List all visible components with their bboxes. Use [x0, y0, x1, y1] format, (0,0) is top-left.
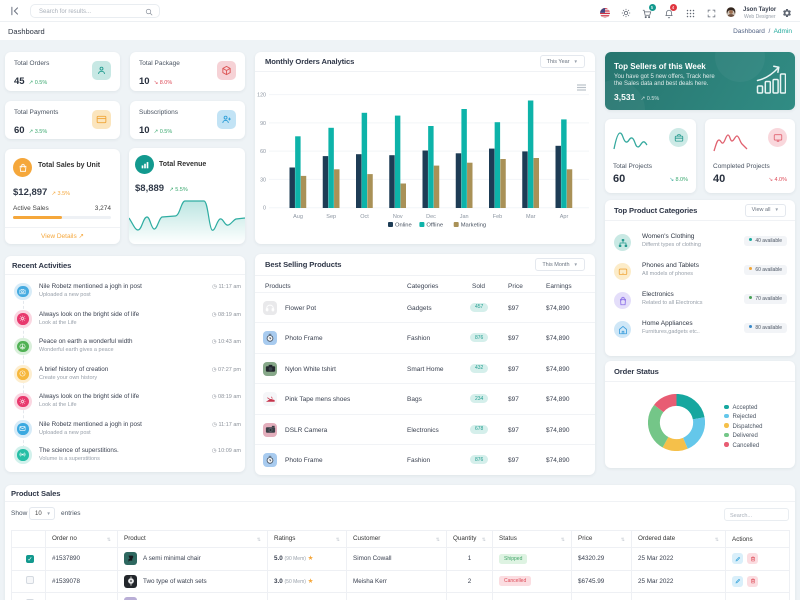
svg-text:Oct: Oct — [360, 214, 369, 220]
svg-text:0: 0 — [263, 206, 266, 212]
svg-text:Sep: Sep — [326, 214, 336, 220]
svg-text:Dec: Dec — [426, 214, 436, 220]
svg-text:Marketing: Marketing — [461, 223, 486, 229]
svg-text:Apr: Apr — [560, 214, 569, 220]
svg-text:30: 30 — [260, 177, 266, 183]
svg-text:90: 90 — [260, 121, 266, 127]
svg-text:Aug: Aug — [293, 214, 303, 220]
svg-text:Nov: Nov — [393, 214, 403, 220]
svg-text:Jan: Jan — [460, 214, 469, 220]
svg-text:60: 60 — [260, 149, 266, 155]
svg-text:Feb: Feb — [493, 214, 502, 220]
svg-text:Mar: Mar — [526, 214, 536, 220]
svg-text:120: 120 — [257, 93, 266, 99]
svg-text:Offline: Offline — [426, 223, 443, 229]
svg-text:Online: Online — [395, 223, 412, 229]
